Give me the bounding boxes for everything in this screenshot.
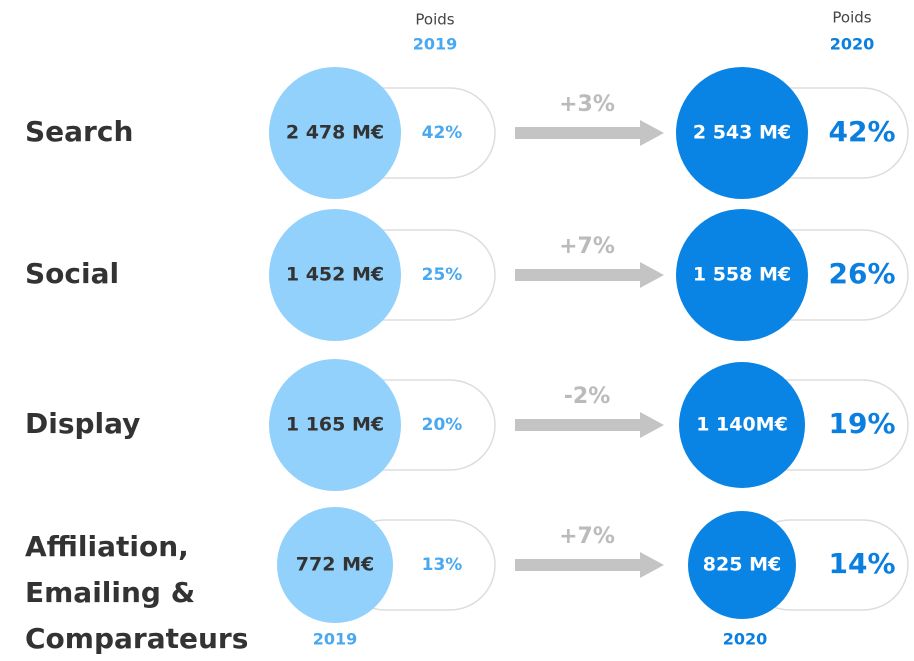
circle-2019: [277, 507, 393, 623]
arrow: [515, 412, 664, 438]
growth: +7%: [559, 234, 615, 259]
value-2020: 825 M€: [703, 554, 781, 576]
year: 2019: [313, 630, 358, 649]
row-label: Emailing &: [25, 576, 195, 609]
share-2020: 14%: [828, 547, 895, 580]
value-2020: 1 140M€: [696, 414, 788, 436]
row-label: Affiliation,: [25, 530, 189, 563]
year: 2020: [830, 35, 875, 54]
row-label: Display: [25, 407, 140, 440]
caption: Poids: [415, 11, 454, 29]
value-2019: 1 452 M€: [286, 264, 384, 286]
share-2020: 26%: [828, 257, 895, 290]
value-2020: 2 543 M€: [693, 122, 791, 144]
row-label: Social: [25, 257, 119, 290]
value-2019: 772 M€: [296, 554, 374, 576]
value-2020: 1 558 M€: [693, 264, 791, 286]
circle-2020: [676, 209, 808, 341]
value-2019: 2 478 M€: [286, 122, 384, 144]
circle-2020: [676, 67, 808, 199]
year: 2020: [723, 630, 768, 649]
share-2019: 13%: [422, 555, 463, 575]
share-2020: 42%: [828, 115, 895, 148]
growth: -2%: [564, 384, 610, 409]
circle-2020: [688, 511, 796, 619]
circle-2019: [269, 209, 401, 341]
circle-2020: [679, 362, 805, 488]
row-label: Comparateurs: [25, 622, 248, 655]
arrow: [515, 120, 664, 146]
share-2020: 19%: [828, 407, 895, 440]
circle-2019: [269, 67, 401, 199]
arrow: [515, 262, 664, 288]
share-2019: 42%: [422, 123, 463, 143]
row-label: Search: [25, 115, 133, 148]
circle-2019: [269, 359, 401, 491]
value-2019: 1 165 M€: [286, 414, 384, 436]
growth: +3%: [559, 92, 615, 117]
share-2019: 25%: [422, 265, 463, 285]
growth: +7%: [559, 524, 615, 549]
caption: Poids: [832, 9, 871, 27]
year: 2019: [413, 35, 458, 54]
arrow: [515, 552, 664, 578]
share-2019: 20%: [422, 415, 463, 435]
